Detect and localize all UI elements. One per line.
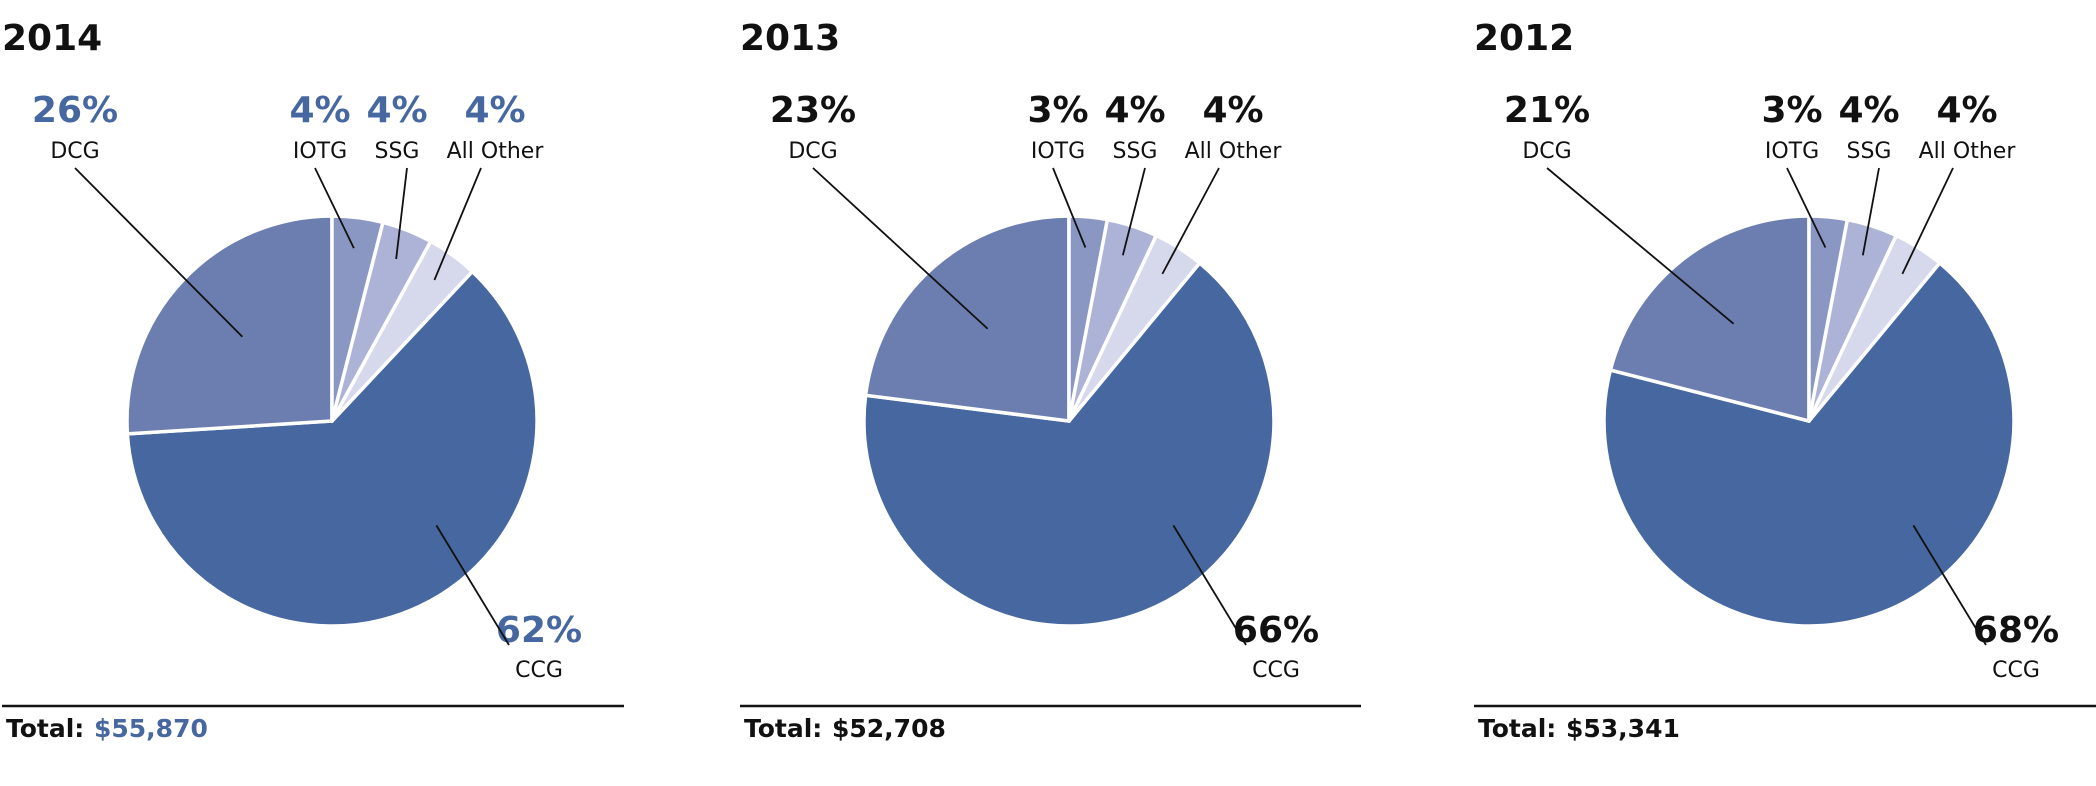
category-label-ccg: CCG (1252, 658, 1300, 683)
total-value: $52,708 (832, 714, 946, 743)
leader-line-ssg (1861, 167, 1880, 256)
category-label-dcg: DCG (788, 139, 837, 164)
pie-chart-2013: 2013 23% DCG 3% IOTG 4% SSG 4% All Other 66% CCG To… (740, 18, 1361, 743)
percent-label-all-other: 4% (464, 90, 525, 131)
category-label-ssg: SSG (375, 139, 420, 164)
chart-title: 2014 (2, 18, 102, 59)
category-label-ssg: SSG (1847, 139, 1892, 164)
slice-all-other (330, 239, 475, 423)
percent-label-all-other: 4% (1202, 90, 1263, 131)
total-label: Total: (6, 714, 84, 743)
percent-label-dcg: 21% (1504, 90, 1590, 131)
leader-line-ccg (435, 524, 510, 646)
category-label-all-other: All Other (1919, 139, 2017, 164)
leader-line-dcg (812, 167, 989, 330)
leader-line-ccg (1172, 524, 1247, 646)
percent-label-ccg: 62% (496, 610, 582, 651)
category-label-all-other: All Other (1185, 139, 1283, 164)
category-label-all-other: All Other (447, 139, 545, 164)
total-label: Total: (1478, 714, 1556, 743)
percent-label-iotg: 3% (1027, 90, 1088, 131)
slice-all-other (1067, 233, 1202, 423)
slice-all-other (1807, 233, 1942, 423)
leader-line-iotg (1786, 167, 1827, 248)
leader-line-all-other (1161, 167, 1220, 275)
slice-dcg (1608, 214, 1811, 423)
leader-line-all-other (433, 167, 482, 281)
category-label-iotg: IOTG (1765, 139, 1819, 164)
slice-ccg (125, 269, 539, 628)
category-label-ccg: CCG (515, 658, 563, 683)
percent-label-dcg: 23% (770, 90, 856, 131)
leader-line-iotg (1052, 167, 1087, 248)
percent-label-iotg: 4% (289, 90, 350, 131)
total-value: $53,341 (1566, 714, 1680, 743)
slice-dcg (863, 214, 1071, 423)
total-value: $55,870 (94, 714, 208, 743)
chart-title: 2012 (1474, 18, 1574, 59)
pie-chart-2014: 2014 26% DCG 4% IOTG 4% SSG 4% All Other 62% CCG To… (2, 18, 624, 743)
percent-label-ssg: 4% (366, 90, 427, 131)
pie-chart-2012: 2012 21% DCG 3% IOTG 4% SSG 4% All Other 68% CCG To… (1474, 18, 2096, 743)
leader-line-ssg (395, 167, 408, 260)
category-label-ssg: SSG (1113, 139, 1158, 164)
total-label: Total: (744, 714, 822, 743)
leader-line-all-other (1901, 167, 1954, 275)
category-label-ccg: CCG (1992, 658, 2040, 683)
percent-label-ssg: 4% (1838, 90, 1899, 131)
leader-line-ssg (1121, 167, 1146, 256)
percent-label-dcg: 26% (32, 90, 118, 131)
percent-label-ccg: 66% (1233, 610, 1319, 651)
category-label-iotg: IOTG (1031, 139, 1085, 164)
chart-title: 2013 (740, 18, 840, 59)
leader-line-dcg (74, 167, 243, 338)
percent-label-ccg: 68% (1973, 610, 2059, 651)
category-label-dcg: DCG (1522, 139, 1571, 164)
slice-ccg (862, 261, 1276, 628)
leader-line-dcg (1546, 167, 1735, 325)
percent-label-all-other: 4% (1936, 90, 1997, 131)
leader-line-ccg (1912, 524, 1987, 646)
percent-label-iotg: 3% (1761, 90, 1822, 131)
slice-ccg (1602, 261, 2016, 628)
category-label-iotg: IOTG (293, 139, 347, 164)
leader-line-iotg (314, 167, 355, 249)
category-label-dcg: DCG (50, 139, 99, 164)
percent-label-ssg: 4% (1104, 90, 1165, 131)
